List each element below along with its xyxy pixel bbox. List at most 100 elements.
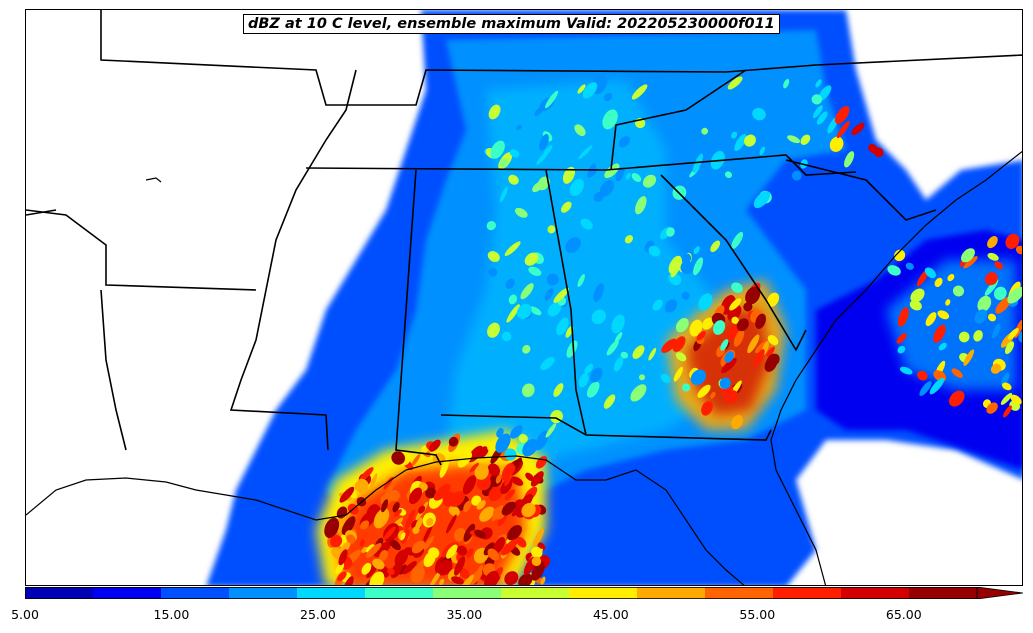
reflectivity-cell <box>516 303 532 319</box>
reflectivity-cell <box>680 260 694 274</box>
reflectivity-cell <box>418 505 426 514</box>
reflectivity-cell <box>917 370 928 381</box>
reflectivity-cell <box>603 394 616 409</box>
reflectivity-cell <box>493 536 506 554</box>
reflectivity-cell <box>945 299 951 306</box>
reflectivity-cell <box>818 85 832 101</box>
reflectivity-cell <box>961 248 975 263</box>
reflectivity-cell <box>422 524 433 544</box>
lake-okeechobee <box>145 177 162 183</box>
colorbar-bin <box>229 587 298 599</box>
reflectivity-cell <box>520 283 534 300</box>
state-line-nc-sc <box>785 159 937 221</box>
reflectivity-cell <box>491 504 504 522</box>
reflectivity-cell <box>495 474 502 484</box>
reflectivity-cell <box>449 491 465 507</box>
reflectivity-cell <box>487 251 500 262</box>
reflectivity-cell <box>477 446 488 458</box>
reflectivity-cell <box>1003 405 1012 418</box>
reflectivity-cell <box>408 487 423 505</box>
reflectivity-cell <box>727 76 743 90</box>
reflectivity-cell <box>635 196 647 215</box>
reflectivity-cell <box>721 357 737 374</box>
reflectivity-cell <box>783 78 790 89</box>
reflectivity-cell <box>690 369 707 386</box>
reflectivity-cell <box>373 508 390 529</box>
reflectivity-cell <box>565 237 581 253</box>
reflectivity-cell <box>324 517 340 538</box>
reflectivity-cell <box>466 548 474 558</box>
reflectivity-cell <box>544 288 554 301</box>
reflectivity-cell <box>791 170 802 181</box>
reflectivity-cell <box>1001 372 1010 386</box>
reflectivity-cell <box>702 317 714 330</box>
reflectivity-cell <box>553 383 564 397</box>
convective-cells <box>324 74 1022 585</box>
reflectivity-cell <box>929 377 945 395</box>
reflectivity-cell <box>614 332 623 343</box>
reflectivity-cell <box>693 257 704 276</box>
reflectivity-cell <box>385 484 395 496</box>
reflectivity-cell <box>910 288 925 303</box>
reflectivity-cell <box>593 283 605 303</box>
reflectivity-cell <box>578 373 589 388</box>
reflectivity-cell <box>666 227 675 237</box>
reflectivity-cell <box>487 463 501 476</box>
colorbar-bin <box>637 587 706 599</box>
reflectivity-cell <box>488 104 501 120</box>
reflectivity-cell <box>531 561 545 581</box>
reflectivity-cell <box>504 489 515 501</box>
reflectivity-cell <box>516 536 527 548</box>
reflectivity-cell <box>383 526 396 541</box>
reflectivity-cell <box>987 313 997 322</box>
colorbar-tick-label: 25.00 <box>300 607 336 622</box>
reflectivity-cell <box>729 298 742 311</box>
reflectivity-cell <box>463 500 472 513</box>
reflectivity-cell <box>990 363 1002 374</box>
reflectivity-cell <box>604 163 620 179</box>
reflectivity-cell <box>897 307 909 327</box>
reflectivity-cell <box>339 541 351 555</box>
reflectivity-cell <box>459 567 470 579</box>
reflectivity-cell <box>487 322 500 338</box>
reflectivity-cell <box>963 256 978 269</box>
reflectivity-cell <box>731 231 744 249</box>
reflectivity-cell <box>561 201 572 213</box>
reflectivity-cell <box>697 384 711 398</box>
reflectivity-cell <box>411 540 426 554</box>
reflectivity-cell <box>488 486 503 502</box>
colorbar-tick-label: 55.00 <box>739 607 776 622</box>
reflectivity-cell <box>710 391 716 399</box>
reflectivity-cell <box>974 309 988 324</box>
reflectivity-cell <box>500 479 513 495</box>
atlantic-coast <box>770 150 1022 585</box>
reflectivity-cell <box>532 182 543 193</box>
reflectivity-cell <box>504 241 521 256</box>
reflectivity-cell <box>518 573 533 585</box>
reflectivity-cell <box>539 133 549 151</box>
reflectivity-cell <box>547 225 556 234</box>
reflectivity-cell <box>1018 330 1022 343</box>
reflectivity-cell <box>410 565 425 584</box>
reflectivity-cell <box>359 539 365 547</box>
reflectivity-cell <box>693 246 700 255</box>
reflectivity-cell <box>372 558 385 570</box>
reflectivity-cell <box>994 261 1003 270</box>
reflectivity-cell <box>670 257 682 278</box>
reflectivity-cell <box>462 475 477 495</box>
reflectivity-cell <box>405 509 416 530</box>
reflectivity-cell <box>525 472 534 481</box>
reflectivity-cell <box>522 345 531 354</box>
reflectivity-cell <box>504 448 517 461</box>
reflectivity-cell <box>490 140 505 159</box>
reflectivity-cell <box>812 105 823 119</box>
reflectivity-cell <box>499 187 508 203</box>
reflectivity-cell <box>556 317 569 336</box>
reflectivity-cell <box>532 528 544 548</box>
reflectivity-cell <box>365 544 375 553</box>
state-line-ga-sc <box>660 174 807 352</box>
reflectivity-cell <box>924 267 936 279</box>
reflectivity-cell <box>753 349 765 367</box>
reflectivity-cell <box>484 570 499 585</box>
reflectivity-cell <box>724 171 733 179</box>
